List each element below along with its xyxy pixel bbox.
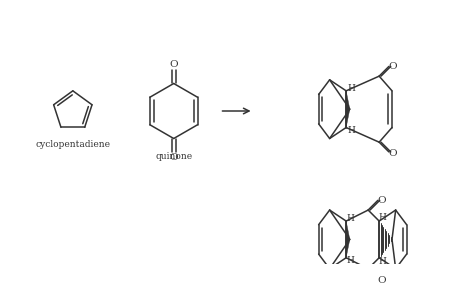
Text: quinone: quinone xyxy=(155,152,192,161)
Text: H: H xyxy=(379,213,387,222)
Text: O: O xyxy=(169,153,178,162)
Text: H: H xyxy=(348,84,356,93)
Text: O: O xyxy=(388,149,397,158)
Text: O: O xyxy=(377,276,386,285)
Text: O: O xyxy=(169,60,178,69)
Text: H: H xyxy=(347,214,355,223)
Polygon shape xyxy=(346,91,350,127)
Text: H: H xyxy=(379,257,387,266)
Text: cyclopentadiene: cyclopentadiene xyxy=(36,140,110,148)
Text: O: O xyxy=(388,62,397,71)
Text: H: H xyxy=(348,126,356,135)
Polygon shape xyxy=(346,221,350,258)
Text: O: O xyxy=(377,196,386,205)
Text: H: H xyxy=(347,256,355,265)
